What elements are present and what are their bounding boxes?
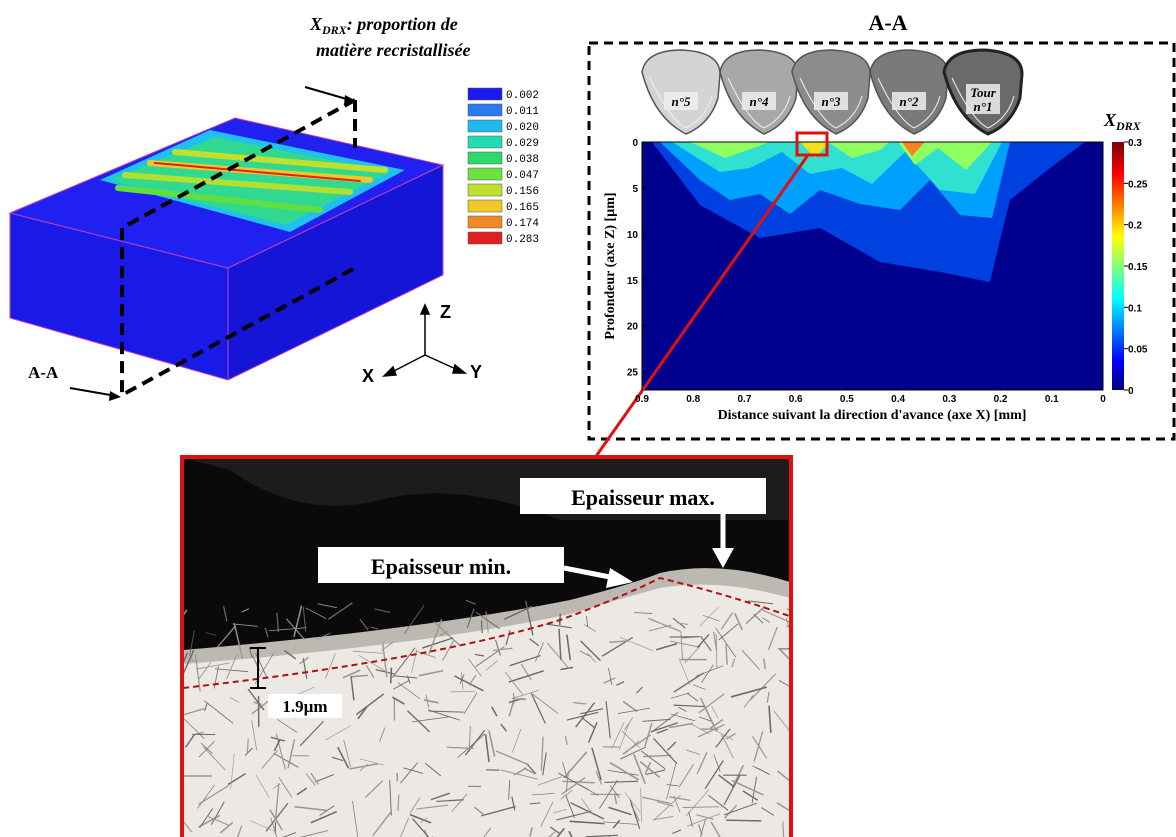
tool-label: n°1 (974, 99, 993, 114)
zoom-box (795, 131, 829, 157)
thickness-label: 1.9µm (282, 697, 327, 716)
legend-line1: : proportion de (347, 14, 458, 34)
legend-label: 0.029 (506, 138, 539, 150)
section-frame (587, 41, 1176, 441)
legend-label: 0.174 (506, 218, 539, 230)
y-tick-label: 25 (627, 368, 639, 379)
legend-label: 0.020 (506, 122, 539, 134)
section-label: A-A (28, 363, 59, 382)
tool-edge (877, 77, 941, 129)
legend-title: XDRX: proportion de (309, 14, 458, 37)
x-tick-label: 0.8 (686, 394, 700, 405)
x-tick-label: 0 (1100, 394, 1106, 405)
colorbar-symbol: X (1103, 110, 1117, 130)
tool-edge (951, 77, 1015, 129)
legend-line2: matière recristallisée (316, 40, 470, 60)
legend-swatch (467, 231, 503, 245)
x-tick-label: 0.4 (891, 394, 905, 405)
tool-label: Tour (970, 85, 996, 100)
contour-field (642, 142, 1103, 390)
tool-label-box (892, 92, 926, 110)
tool-edge (799, 77, 863, 129)
legend-swatch (467, 119, 503, 133)
legend-swatch (467, 87, 503, 101)
plot-frame (641, 141, 1104, 391)
tool-label-box (742, 92, 776, 110)
legend: 0.002 0.011 0.020 0.029 0.038 0.047 0.156 0.165… (467, 87, 539, 246)
max-label: Epaisseur max. (571, 485, 715, 510)
y-axis-label: Profondeur (axe Z) [µm] (603, 192, 618, 339)
legend-swatch (467, 151, 503, 165)
colorbar-tick-label: 0 (1128, 386, 1134, 397)
colorbar-tick-label: 0.15 (1128, 262, 1148, 273)
legend-label: 0.011 (506, 106, 539, 118)
tool-label-box (966, 84, 1000, 114)
legend-label: 0.283 (506, 234, 539, 246)
annotations (250, 478, 766, 718)
tool-label-box (664, 92, 698, 110)
y-tick-label: 0 (632, 138, 638, 149)
legend-label: 0.002 (506, 90, 539, 102)
x-axis-label: Distance suivant la direction d'avance (… (718, 408, 1027, 423)
tool-label-box (814, 92, 848, 110)
legend-label: 0.165 (506, 202, 539, 214)
x-tick-label: 0.2 (994, 394, 1008, 405)
colorbar (1112, 142, 1124, 390)
legend-swatch (467, 135, 503, 149)
x-tick-label: 0.7 (737, 394, 751, 405)
tool-label: n°4 (750, 94, 769, 109)
x-tick-label: 0.5 (840, 394, 854, 405)
tool-label: n°2 (900, 94, 919, 109)
colorbar-tick-label: 0.25 (1128, 179, 1148, 190)
legend-label: 0.038 (506, 154, 539, 166)
legend-swatch (467, 183, 503, 197)
axis-triad (382, 303, 468, 377)
legend-label: 0.047 (506, 170, 539, 182)
section-title: A-A (868, 10, 907, 35)
block-3d (8, 86, 445, 401)
y-tick-label: 20 (627, 322, 639, 333)
ticks: 0.9 0.8 0.7 0.6 0.5 0.4 0.3 0.2 0.1 0 0 5 10 15 20 25 0 0… (627, 138, 1148, 405)
legend-subscript: DRX (321, 23, 348, 37)
y-tick-label: 15 (627, 276, 639, 287)
min-label: Epaisseur min. (371, 554, 511, 579)
colorbar-subscript: DRX (1115, 119, 1142, 133)
axis-y: Y (470, 362, 482, 382)
legend-label: 0.156 (506, 186, 539, 198)
y-tick-label: 5 (632, 184, 638, 195)
axis-z: Z (440, 302, 451, 322)
legend-swatch (467, 167, 503, 181)
x-tick-label: 0.9 (635, 394, 649, 405)
tool-label: n°3 (822, 94, 841, 109)
colorbar-tick-label: 0.05 (1128, 345, 1148, 356)
x-tick-label: 0.1 (1045, 394, 1059, 405)
axis-x: X (362, 366, 374, 386)
legend-swatch (467, 215, 503, 229)
x-tick-label: 0.3 (942, 394, 956, 405)
y-tick-label: 10 (627, 230, 639, 241)
colorbar-tick-label: 0.1 (1128, 303, 1142, 314)
colorbar-tick-label: 0.2 (1128, 221, 1142, 232)
tool-edge (649, 77, 713, 129)
legend-symbol: X (309, 14, 323, 34)
colorbar-tick-label: 0.3 (1128, 138, 1142, 149)
legend-swatch (467, 103, 503, 117)
micrograph-frame (180, 455, 793, 837)
micrograph (183, 458, 790, 837)
tool-label: n°5 (672, 94, 691, 109)
x-tick-label: 0.6 (789, 394, 803, 405)
legend-swatch (467, 199, 503, 213)
zoom-line (590, 154, 810, 463)
colorbar-title: XDRX (1103, 110, 1142, 133)
tool-edge (727, 77, 791, 129)
